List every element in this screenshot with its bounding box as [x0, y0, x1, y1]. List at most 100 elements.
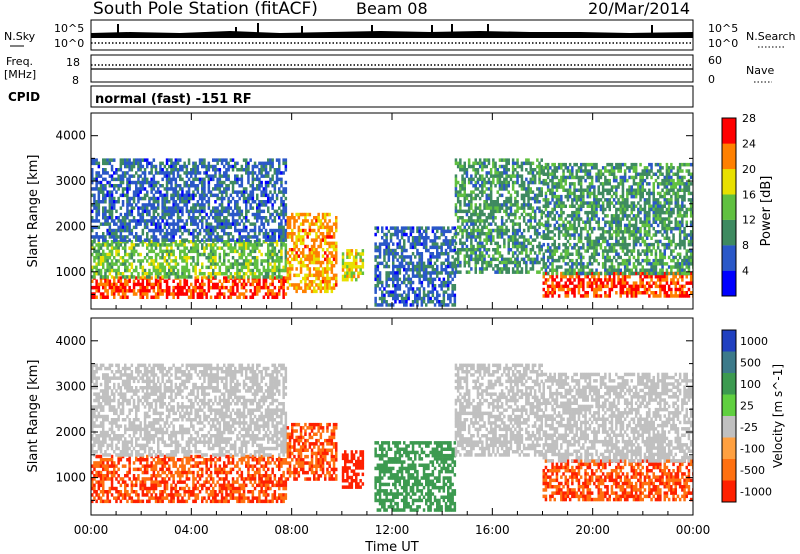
power-cell — [141, 187, 145, 191]
power-cell — [242, 216, 246, 220]
power-cell — [172, 225, 175, 230]
power-cell — [267, 235, 270, 239]
power-cell — [573, 278, 576, 282]
power-cell — [440, 242, 443, 246]
power-cell — [148, 289, 151, 293]
power-cell — [185, 292, 189, 296]
power-cell — [531, 174, 535, 178]
power-cell — [411, 287, 415, 291]
power-cell — [245, 164, 248, 169]
power-cell — [306, 219, 309, 223]
power-cell — [487, 212, 491, 217]
power-cell — [474, 219, 477, 223]
power-cell — [557, 281, 561, 285]
power-cell — [159, 228, 162, 233]
power-cell — [555, 284, 559, 289]
power-cell — [665, 294, 669, 298]
power-cell — [194, 268, 197, 273]
power-cell — [604, 294, 607, 298]
power-cell — [218, 246, 222, 250]
power-cell — [126, 282, 129, 287]
power-cell — [216, 285, 219, 290]
power-cell — [205, 222, 208, 226]
power-cell — [544, 268, 548, 272]
power-cell — [355, 268, 358, 272]
power-cell — [470, 212, 473, 217]
power-cell — [396, 229, 399, 234]
power-cell — [321, 254, 325, 258]
power-cell — [231, 180, 235, 185]
power-cell — [256, 265, 259, 270]
power-cell — [271, 243, 274, 247]
power-cell — [507, 228, 510, 233]
power-cell — [626, 291, 629, 295]
power-cell — [253, 240, 257, 244]
power-cell — [525, 203, 528, 207]
power-cell — [392, 242, 395, 246]
power-cell — [282, 216, 285, 220]
power-cell — [422, 229, 426, 234]
power-cell — [141, 158, 145, 162]
power-cell — [137, 174, 140, 178]
power-cell — [141, 285, 145, 290]
power-cell — [119, 238, 123, 242]
power-cell — [304, 286, 307, 290]
power-cell — [132, 206, 136, 210]
power-cell — [551, 252, 554, 256]
power-cell — [444, 236, 448, 240]
power-cell — [328, 244, 331, 249]
power-cell — [394, 277, 397, 282]
power-cell — [110, 275, 114, 279]
power-cell — [150, 262, 153, 266]
power-cell — [440, 261, 443, 266]
power-cell — [163, 272, 167, 276]
power-cell — [527, 203, 530, 207]
power-cell — [258, 275, 261, 279]
power-cell — [546, 185, 550, 189]
power-cell — [183, 238, 186, 242]
power-cell — [220, 190, 224, 194]
power-cell — [436, 252, 439, 256]
power-cell — [223, 262, 226, 266]
power-cell — [159, 249, 162, 254]
power-cell — [481, 254, 484, 258]
power-cell — [154, 228, 158, 233]
power-cell — [238, 212, 241, 217]
power-cell — [288, 222, 292, 226]
power-cell — [396, 258, 399, 262]
power-cell — [110, 158, 114, 162]
power-cell — [467, 216, 471, 220]
power-cell — [282, 265, 285, 270]
power-cell — [95, 235, 98, 239]
power-cell — [588, 284, 592, 289]
power-cell — [185, 282, 189, 287]
power-cell — [115, 262, 118, 266]
power-cell — [643, 291, 647, 295]
power-cell — [229, 285, 233, 290]
power-cell — [273, 219, 277, 223]
power-cell — [165, 212, 169, 217]
power-cell — [234, 190, 237, 194]
power-cell — [672, 294, 675, 298]
power-cell — [104, 206, 107, 210]
power-cell — [214, 193, 217, 198]
power-cell — [478, 161, 482, 166]
power-cell — [95, 174, 98, 178]
power-cell — [648, 275, 651, 279]
power-cell — [181, 209, 184, 214]
power-cell — [168, 292, 171, 296]
power-cell — [463, 219, 466, 223]
power-cell — [438, 303, 441, 307]
power-cell — [302, 235, 305, 239]
power-cell — [551, 258, 554, 263]
power-cell — [108, 196, 112, 201]
power-cell — [256, 246, 259, 250]
power-cell — [106, 279, 109, 283]
power-cell — [91, 285, 94, 290]
power-cell — [516, 190, 519, 194]
power-cell — [251, 282, 255, 287]
power-cell — [161, 275, 164, 279]
power-cell — [165, 196, 169, 201]
power-cell — [396, 226, 399, 230]
power-cell — [139, 190, 142, 194]
